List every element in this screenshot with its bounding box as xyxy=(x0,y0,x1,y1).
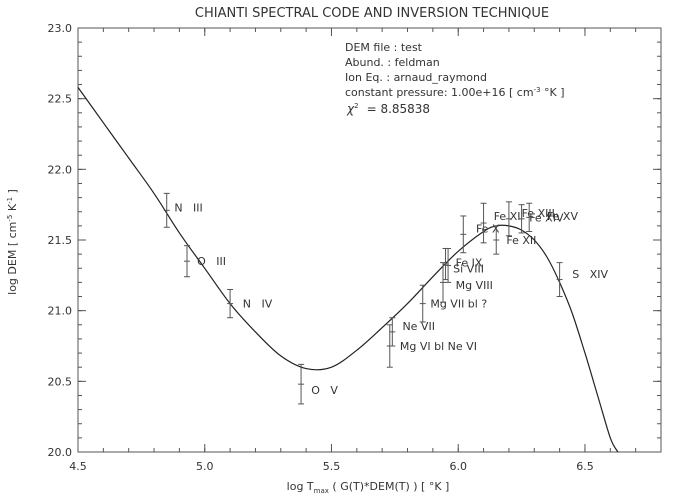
y-axis: 20.0 20.5 21.0 21.5 22.0 22.5 23.0 xyxy=(48,22,661,459)
data-point: N IV xyxy=(227,288,273,319)
ion-label: O III xyxy=(197,255,226,268)
ion-label: Fe IX xyxy=(456,257,483,270)
chart-title: CHIANTI SPECTRAL CODE AND INVERSION TECH… xyxy=(195,6,549,21)
data-point: O III xyxy=(183,245,226,278)
x-tick-label: 5.5 xyxy=(323,460,341,473)
ion-label: S XIV xyxy=(572,268,608,281)
data-point: Fe XII xyxy=(493,225,536,255)
data-point: Ne VII xyxy=(389,317,435,347)
info-box: DEM file : test Abund. : feldman Ion Eq.… xyxy=(345,41,565,116)
data-point: N III xyxy=(163,192,203,228)
data-point: Fe XV xyxy=(526,202,579,233)
y-tick-label: 20.0 xyxy=(48,446,73,459)
info-dem-file: DEM file : test xyxy=(345,41,423,54)
ion-label: Mg VIII xyxy=(456,279,493,292)
y-tick-label: 22.0 xyxy=(48,163,73,176)
ion-label: Fe XI xyxy=(494,210,521,223)
info-ion-eq: Ion Eq. : arnaud_raymond xyxy=(345,71,487,84)
data-points: N III O III N IV O V Mg VI bl Ne VI Ne VII Mg … xyxy=(163,192,609,405)
ion-label: Fe XII xyxy=(506,234,536,247)
info-abundance: Abund. : feldman xyxy=(345,56,440,69)
info-chi-squared: χ2 = 8.85838 xyxy=(346,102,430,116)
data-point: Fe XI xyxy=(480,202,521,244)
info-pressure: constant pressure: 1.00e+16 [ cm-3 °K ] xyxy=(345,86,565,99)
data-point: O V xyxy=(298,363,338,405)
x-tick-label: 6.0 xyxy=(449,460,467,473)
x-axis: 4.5 5.0 5.5 6.0 6.5 xyxy=(69,28,662,473)
data-point: Mg VII bl ? xyxy=(419,284,487,323)
ion-label: Fe XIV xyxy=(529,211,564,224)
y-axis-label: log DEM [ cm-5 K-1 ] xyxy=(6,189,19,295)
data-point: Fe XIV xyxy=(518,204,564,234)
y-tick-label: 23.0 xyxy=(48,22,73,35)
y-tick-label: 22.5 xyxy=(48,93,73,106)
y-tick-label: 21.5 xyxy=(48,234,73,247)
x-tick-label: 6.5 xyxy=(576,460,594,473)
ion-label: Fe XV xyxy=(547,210,579,223)
ion-label: Ne VII xyxy=(402,320,435,333)
ion-label: Si VIII xyxy=(453,262,484,275)
x-tick-label: 5.0 xyxy=(196,460,214,473)
ion-label: Mg VII bl ? xyxy=(430,298,487,311)
ion-label: Mg VI bl Ne VI xyxy=(400,340,477,353)
ion-label: O V xyxy=(311,384,338,397)
ion-label: N III xyxy=(174,201,202,214)
y-tick-label: 21.0 xyxy=(48,305,73,318)
data-point: S XIV xyxy=(556,262,609,298)
dem-curve xyxy=(77,87,619,453)
x-tick-label: 4.5 xyxy=(69,460,87,473)
data-point: Fe IX xyxy=(445,247,483,283)
ion-label: N IV xyxy=(243,298,273,311)
y-tick-label: 20.5 xyxy=(48,375,73,388)
x-axis-label: log Tmax ( G(T)*DEM(T) ) [ °K ] xyxy=(287,480,450,495)
data-point: Mg VIII xyxy=(440,262,493,303)
